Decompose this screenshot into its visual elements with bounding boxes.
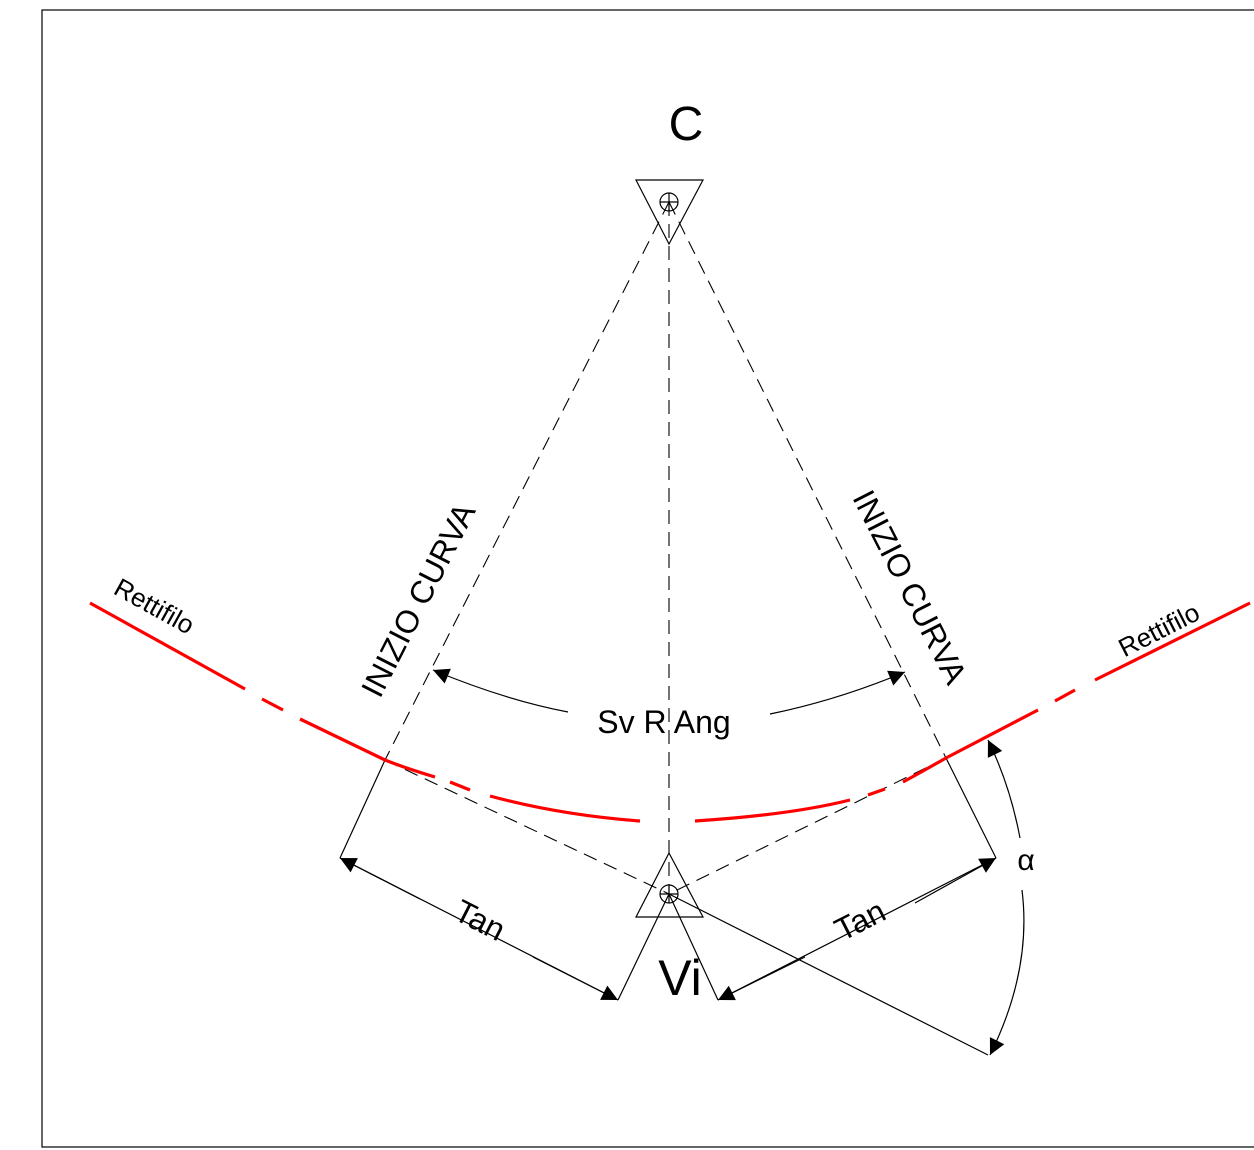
tan-left-arrow-upper: [339, 857, 421, 900]
center-label: C: [669, 98, 704, 151]
tangent-line-right: [668, 757, 947, 895]
drawing-frame: [41, 9, 1254, 1148]
radius-line-left: [384, 201, 670, 761]
tangent-start-left-label: INIZIO CURVA: [354, 497, 483, 703]
dimension-lines: [339, 757, 997, 1056]
tangent-line-left: [384, 759, 670, 895]
curve-right-segment: [694, 756, 947, 823]
straight-left-line: [89, 601, 284, 712]
alpha-arc-lower: [989, 889, 1025, 1056]
tan-right-label: Tan: [829, 892, 891, 947]
construction-lines: [384, 201, 947, 895]
road-alignment: [89, 601, 1251, 823]
angle-dimension-label: Sv R Ang: [597, 704, 730, 740]
straight-right-line: [945, 601, 1251, 760]
tan-right-arrow-upper: [914, 857, 997, 904]
tan-left-arrow-lower: [532, 956, 619, 1001]
tangent-start-right-label: INIZIO CURVA: [846, 484, 975, 690]
alpha-arc-upper: [987, 739, 1021, 839]
curve-left-segment: [299, 717, 641, 823]
angle-dimension-arc-right: [769, 670, 906, 715]
alpha-angle-label: α: [1017, 844, 1034, 877]
vertex-label: Vi: [658, 950, 702, 1006]
straight-left-label: Rettifilo: [109, 572, 199, 640]
angle-dimension-arc-left: [432, 668, 569, 713]
tan-left-label: Tan: [449, 892, 511, 947]
straight-right-label: Rettifilo: [1113, 597, 1204, 663]
tan-right-arrow-lower: [717, 956, 806, 1001]
radius-line-right: [668, 201, 947, 759]
